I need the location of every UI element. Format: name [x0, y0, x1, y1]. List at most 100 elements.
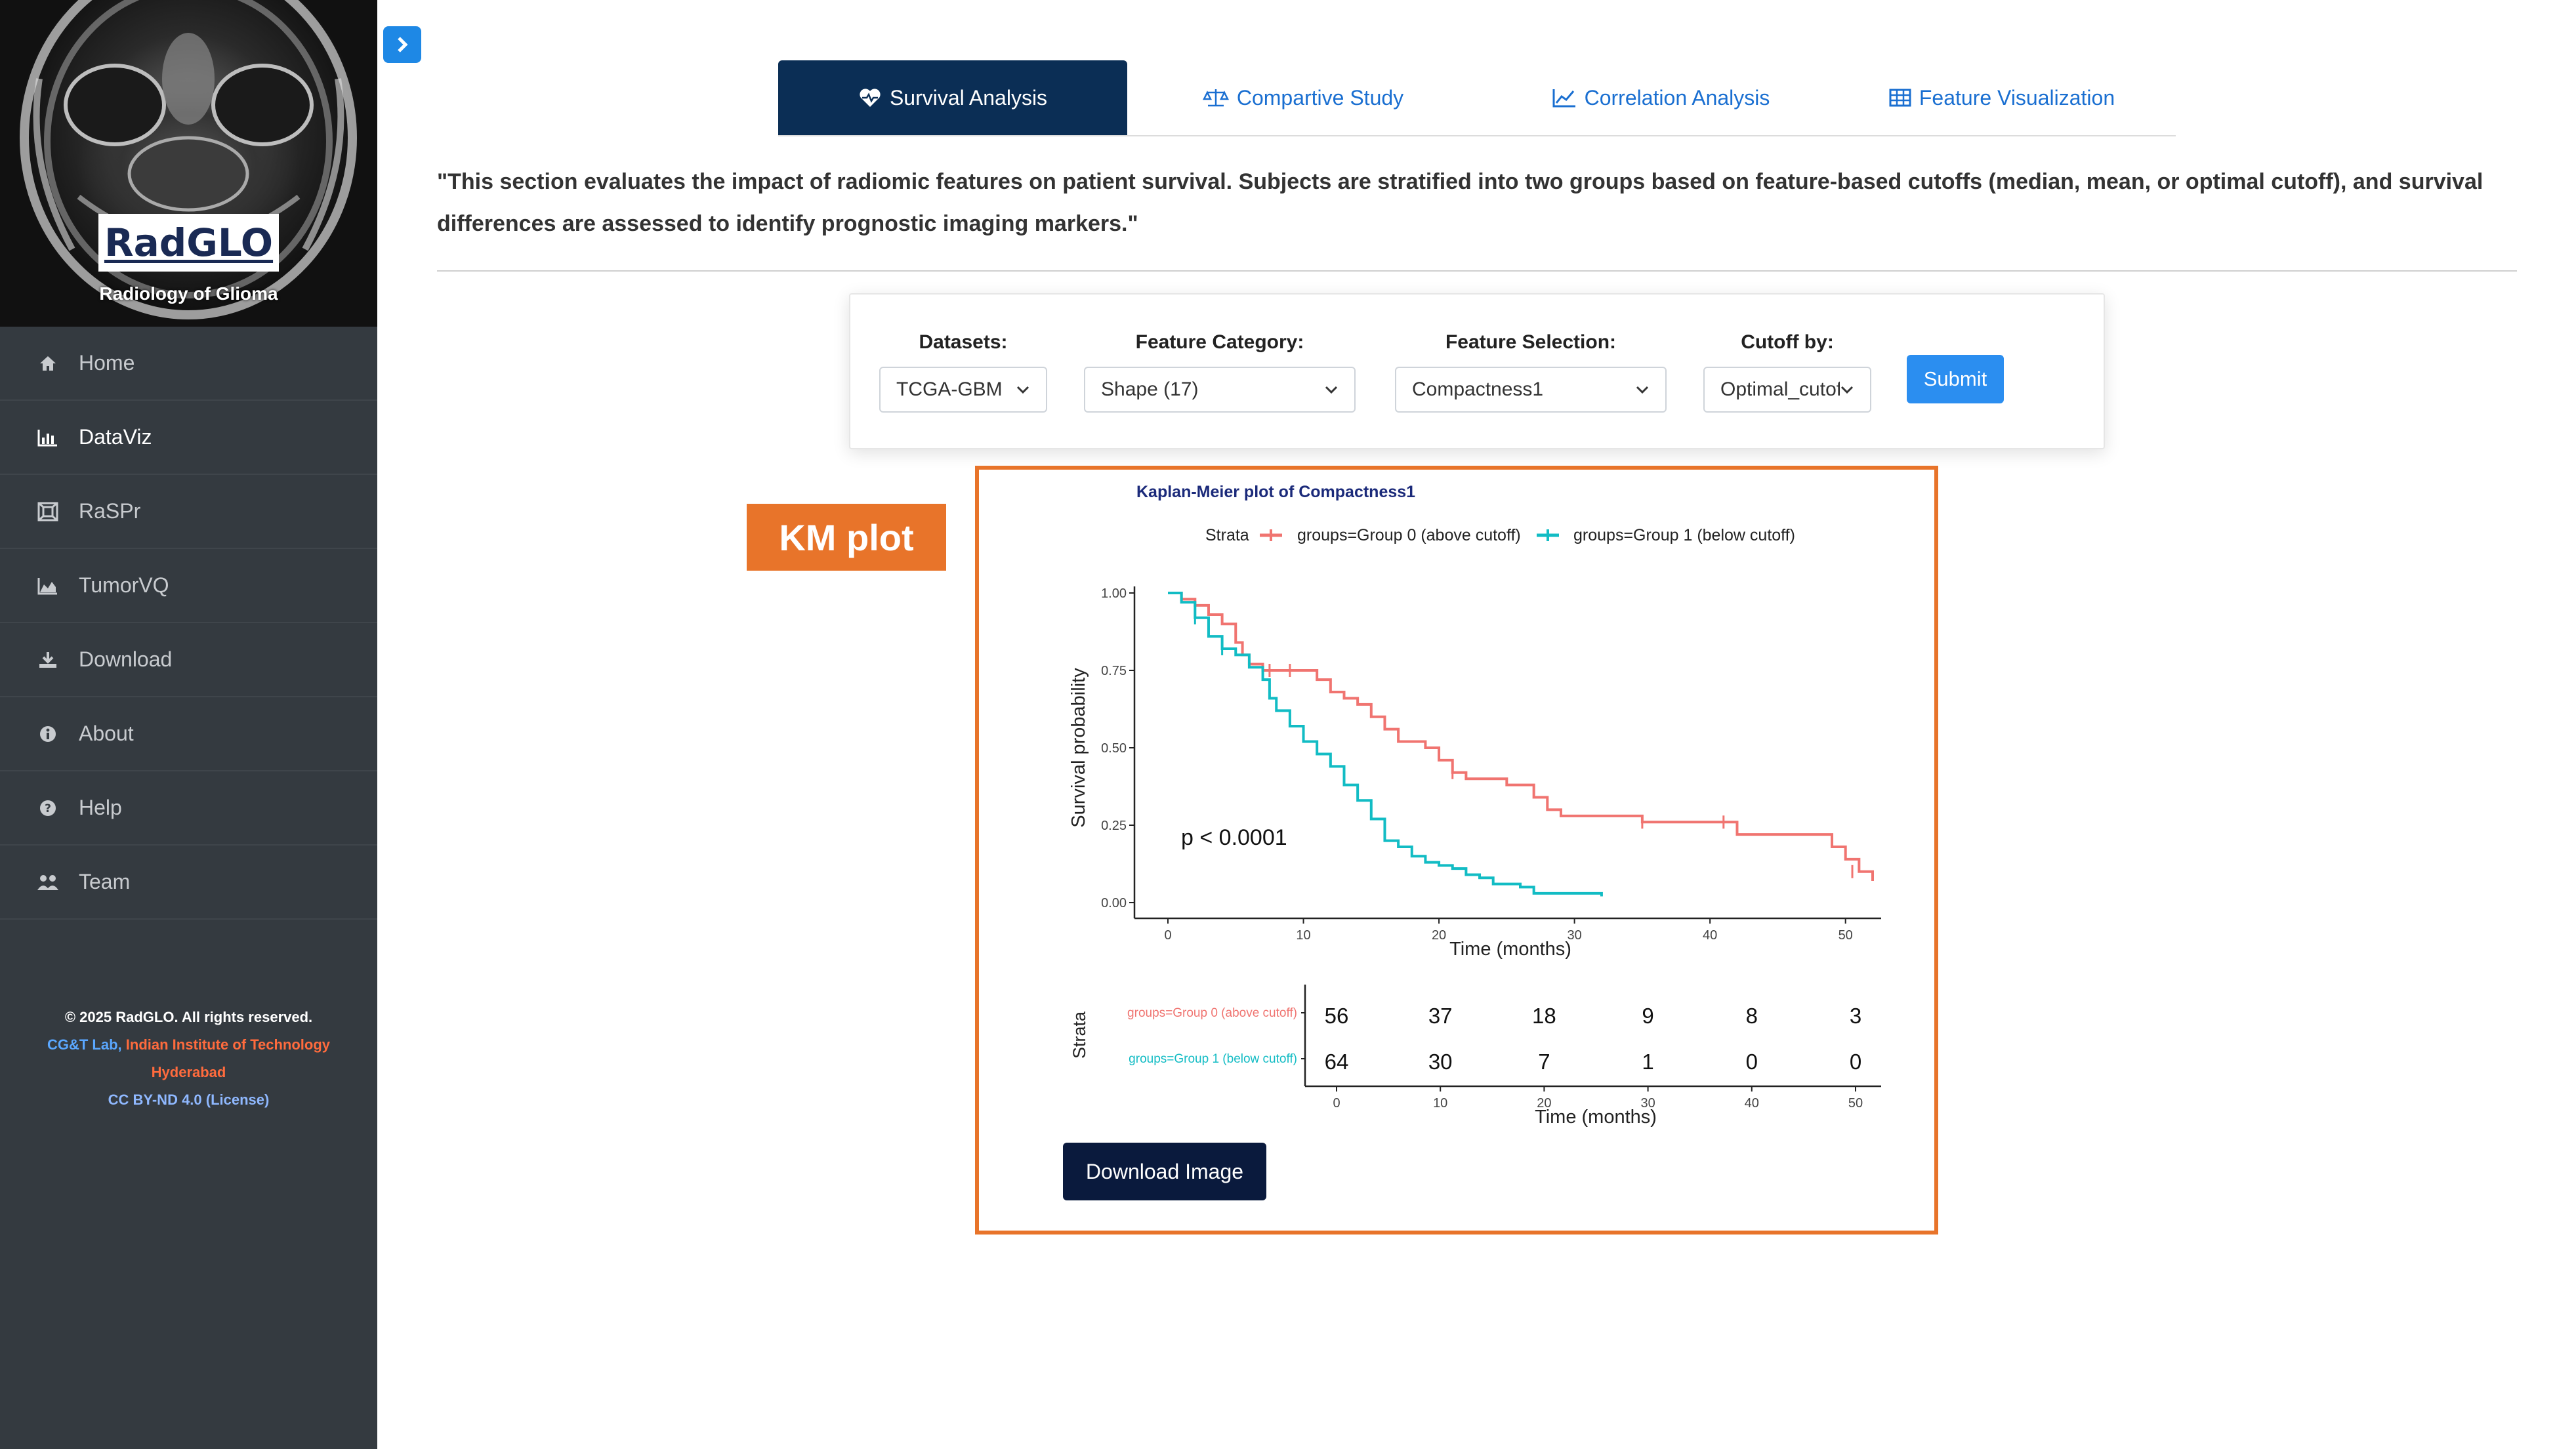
legend-entry-group1: groups=Group 1 (below cutoff) [1573, 526, 1795, 544]
y-tick-label: 0.25 [1101, 819, 1127, 833]
logo-box[interactable]: RadGLO [98, 214, 279, 272]
km-chart: Strata groups=Group 0 (above cutoff) group… [1068, 526, 1881, 1128]
chevron-down-icon [1325, 386, 1338, 394]
legend-entry-group0: groups=Group 0 (above cutoff) [1297, 526, 1521, 544]
download-icon [37, 649, 59, 671]
p-value-annotation: p < 0.0001 [1181, 825, 1287, 850]
km-curve-group0 [1168, 592, 1874, 881]
chevron-right-icon [398, 37, 408, 52]
tab-survival-analysis[interactable]: Survival Analysis [778, 60, 1127, 135]
x-tick-label: 10 [1296, 928, 1310, 943]
risk-table-count: 56 [1325, 1004, 1349, 1028]
download-image-button[interactable]: Download Image [1063, 1143, 1266, 1200]
sidebar-item-label: Download [79, 647, 173, 671]
sidebar-item-label: RaSPr [79, 499, 141, 523]
institute-link[interactable]: Indian Institute of Technology [125, 1036, 331, 1053]
sidebar-item-label: TumorVQ [79, 573, 169, 597]
brand-header: RadGLO Radiology of Glioma [0, 0, 377, 327]
cutoff-select[interactable]: Optimal_cutoff [1703, 367, 1871, 413]
chevron-down-icon [1016, 386, 1029, 394]
license-link[interactable]: CC BY-ND 4.0 (License) [108, 1092, 270, 1108]
risk-table-x-tick-label: 30 [1640, 1096, 1655, 1111]
datasets-label: Datasets: [919, 331, 1008, 353]
section-description: "This section evaluates the impact of ra… [437, 169, 2483, 236]
risk-table-x-tick-label: 0 [1333, 1096, 1340, 1111]
chevron-down-icon [1840, 386, 1854, 394]
risk-table-title: Strata [1070, 1011, 1089, 1059]
sidebar-item-tumorvq[interactable]: TumorVQ [0, 549, 377, 623]
risk-table-row-label: groups=Group 1 (below cutoff) [1129, 1052, 1297, 1066]
sidebar-toggle-button[interactable] [383, 26, 421, 63]
sidebar-item-download[interactable]: Download [0, 623, 377, 697]
datasets-value: TCGA-GBM [896, 378, 1003, 400]
km-curve-group1 [1168, 592, 1603, 897]
risk-table-count: 0 [1850, 1050, 1861, 1074]
km-plot-annotation-tag: KM plot [747, 504, 946, 571]
mri-background-image [20, 0, 357, 319]
line-chart-icon [1552, 89, 1575, 108]
y-tick-label: 0.75 [1101, 664, 1127, 678]
feature-category-label: Feature Category: [1135, 331, 1304, 353]
copyright-text: © 2025 RadGLO. All rights reserved. [64, 1009, 313, 1025]
area-chart-icon [37, 575, 59, 597]
chart-title: Kaplan-Meier plot of Compactness1 [1136, 483, 1416, 501]
heartbeat-icon [860, 89, 881, 107]
tab-comparative-study[interactable]: Compartive Study [1178, 60, 1428, 135]
sidebar-nav: Home DataViz RaSPr TumorVQ Download [0, 327, 377, 920]
risk-table-x-tick-label: 10 [1433, 1096, 1447, 1111]
info-icon [37, 723, 59, 745]
cutoff-filter: Cutoff by: Optimal_cutoff [1703, 331, 1871, 413]
tab-bar: Survival Analysis Compartive Study Corre… [778, 60, 2176, 136]
lab-link[interactable]: CG&T Lab, [47, 1036, 122, 1053]
institute-link-line2[interactable]: Hyderabad [151, 1064, 226, 1080]
team-icon [37, 871, 59, 893]
sidebar-item-label: DataViz [79, 425, 152, 449]
feature-selection-label: Feature Selection: [1445, 331, 1617, 353]
sidebar-item-raspr[interactable]: RaSPr [0, 475, 377, 549]
x-axis-label: Time (months) [1449, 939, 1571, 960]
sidebar-item-home[interactable]: Home [0, 327, 377, 401]
filter-panel: Datasets: TCGA-GBM Feature Category: Sha… [849, 293, 2105, 449]
balance-scale-icon [1202, 89, 1229, 107]
y-tick-label: 0.50 [1101, 741, 1127, 756]
table-icon [1889, 89, 1911, 107]
feature-selection-select[interactable]: Compactness1 [1395, 367, 1667, 413]
risk-table-count: 8 [1746, 1004, 1758, 1028]
x-tick-label: 20 [1432, 928, 1446, 943]
cutoff-value: Optimal_cutoff [1720, 378, 1840, 400]
sidebar-item-about[interactable]: About [0, 697, 377, 771]
y-axis-label: Survival probability [1068, 668, 1089, 828]
tab-label: Survival Analysis [889, 85, 1048, 110]
logo-subtitle: Radiology of Glioma [99, 283, 278, 304]
sidebar-item-help[interactable]: ? Help [0, 771, 377, 846]
divider [437, 270, 2517, 272]
feature-category-select[interactable]: Shape (17) [1084, 367, 1356, 413]
risk-table-row-label: groups=Group 0 (above cutoff) [1127, 1006, 1297, 1020]
risk-table-count: 37 [1428, 1004, 1453, 1028]
risk-table-count: 0 [1746, 1050, 1758, 1074]
grid-icon [37, 500, 59, 523]
svg-text:?: ? [45, 802, 51, 815]
home-icon [37, 352, 59, 375]
feature-selection-filter: Feature Selection: Compactness1 [1395, 331, 1667, 413]
feature-category-value: Shape (17) [1101, 378, 1199, 400]
bar-chart-icon [37, 426, 59, 449]
sidebar-item-label: About [79, 722, 134, 745]
risk-table-count: 18 [1532, 1004, 1556, 1028]
risk-table-x-axis-label: Time (months) [1535, 1107, 1657, 1128]
submit-button[interactable]: Submit [1907, 355, 2004, 403]
tab-label: Compartive Study [1236, 85, 1404, 110]
tab-correlation-analysis[interactable]: Correlation Analysis [1533, 60, 1789, 135]
datasets-select[interactable]: TCGA-GBM [879, 367, 1047, 413]
y-tick-label: 1.00 [1101, 586, 1127, 601]
y-tick-label: 0.00 [1101, 896, 1127, 910]
x-tick-label: 40 [1703, 928, 1717, 943]
x-tick-label: 30 [1567, 928, 1581, 943]
datasets-filter: Datasets: TCGA-GBM [879, 331, 1047, 413]
tab-feature-visualization[interactable]: Feature Visualization [1867, 60, 2136, 135]
sidebar-item-team[interactable]: Team [0, 846, 377, 920]
risk-table-count: 64 [1325, 1050, 1349, 1074]
sidebar-item-dataviz[interactable]: DataViz [0, 401, 377, 475]
risk-table-count: 7 [1538, 1050, 1550, 1074]
sidebar-item-label: Help [79, 796, 122, 819]
